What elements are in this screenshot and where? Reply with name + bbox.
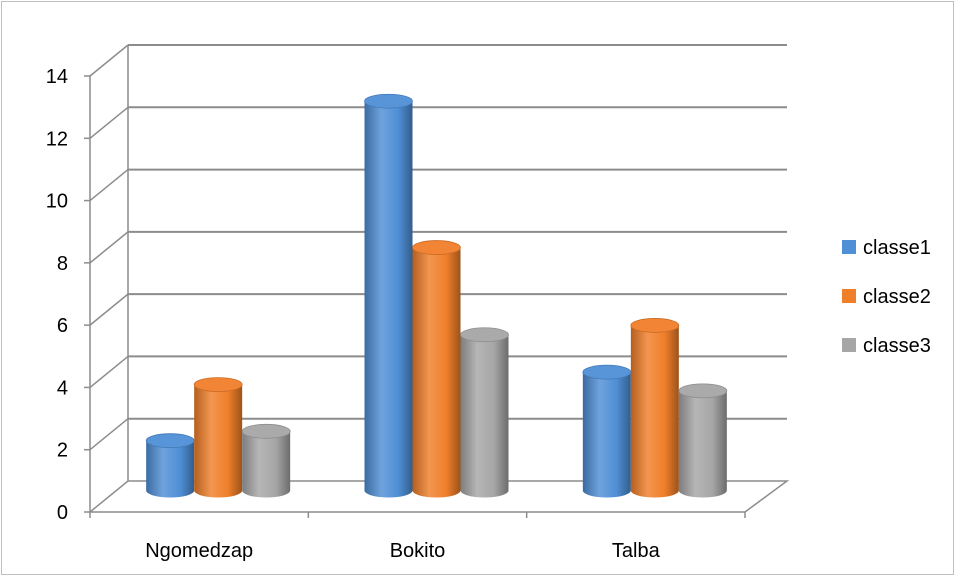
y-tick-label: 10 (46, 191, 68, 213)
bar-classe1 (364, 93, 413, 498)
x-category-label: Bokito (390, 540, 446, 562)
y-tick-label: 0 (57, 502, 68, 524)
bar-classe3 (460, 327, 509, 498)
y-tick-label: 12 (46, 128, 68, 150)
legend-item: classe3 (842, 335, 931, 357)
y-tick-label: 2 (57, 440, 68, 462)
x-category-label: Talba (612, 540, 661, 562)
y-tick-label: 8 (57, 253, 68, 275)
bar-classe3 (241, 423, 291, 498)
x-axis-labels: Ngomedzap Bokito Talba (89, 512, 746, 562)
legend-swatch (842, 338, 856, 352)
legend: classe1 classe2 classe3 (842, 237, 931, 357)
bar-classe2 (193, 377, 243, 498)
legend-swatch (842, 289, 856, 303)
gridline (89, 106, 787, 139)
bar-classe3 (678, 383, 728, 498)
legend-swatch (842, 240, 856, 254)
bar-classe1 (582, 364, 632, 498)
y-tick-label: 14 (46, 66, 68, 88)
bar-classe1 (145, 433, 195, 498)
legend-item: classe1 (842, 237, 931, 259)
gridline (89, 168, 787, 202)
bars (145, 93, 728, 498)
legend-item: classe2 (842, 286, 931, 308)
gridline (89, 44, 787, 77)
y-axis-ticks: 0 2 4 6 8 10 12 14 (46, 66, 90, 524)
x-category-label: Ngomedzap (145, 540, 253, 562)
bar-classe2 (412, 240, 461, 498)
gridline (89, 230, 787, 264)
y-tick-label: 4 (57, 377, 68, 399)
legend-label: classe1 (863, 237, 931, 259)
legend-label: classe3 (863, 335, 931, 357)
y-tick-label: 6 (57, 315, 68, 337)
bar-classe2 (630, 318, 680, 498)
legend-label: classe2 (863, 286, 931, 308)
